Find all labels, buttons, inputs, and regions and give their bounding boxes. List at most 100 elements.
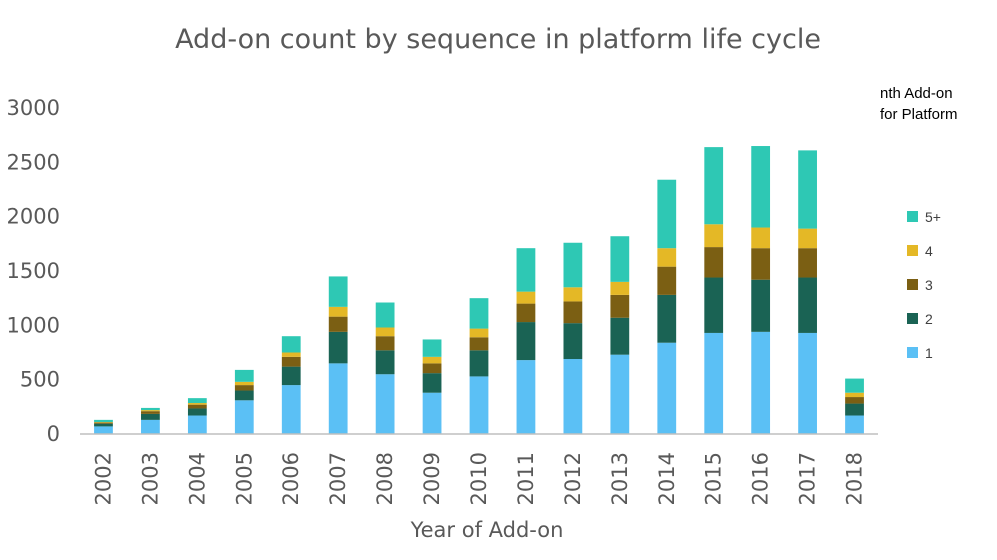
bar-segment-2004-series-1 bbox=[187, 415, 207, 434]
bar-segment-2009-series-4 bbox=[422, 356, 442, 364]
bar-segment-2017-series-5+ bbox=[798, 150, 817, 229]
x-tick-label: 2007 bbox=[326, 452, 350, 505]
bar-segment-2013-series-3 bbox=[610, 294, 630, 318]
bar-segment-2002-series-1 bbox=[94, 426, 113, 434]
bar-segment-2005-series-5+ bbox=[234, 369, 254, 382]
y-tick-label: 2000 bbox=[7, 205, 60, 229]
x-tick-label: 2011 bbox=[514, 452, 538, 505]
legend-label: 4 bbox=[925, 243, 933, 259]
x-tick-label: 2005 bbox=[232, 452, 256, 505]
bar-segment-2003-series-4 bbox=[141, 410, 160, 412]
bar-segment-2015-series-2 bbox=[704, 277, 724, 333]
x-tick-label: 2014 bbox=[655, 452, 679, 505]
bar-segment-2003-series-2 bbox=[141, 413, 160, 420]
bar-segment-2006-series-1 bbox=[281, 385, 301, 434]
legend-label: 2 bbox=[925, 311, 933, 327]
legend-swatch bbox=[907, 245, 918, 256]
bars bbox=[94, 146, 864, 434]
bar-segment-2004-series-4 bbox=[187, 403, 207, 405]
bar-segment-2007-series-2 bbox=[328, 331, 348, 364]
x-tick-label: 2016 bbox=[749, 452, 773, 505]
bar-segment-2006-series-3 bbox=[281, 356, 301, 367]
legend-swatch bbox=[907, 347, 918, 358]
bar-segment-2018-series-2 bbox=[845, 403, 864, 416]
bar-segment-2012-series-4 bbox=[563, 287, 583, 302]
y-tick-label: 2500 bbox=[7, 150, 60, 174]
bar-segment-2003-series-3 bbox=[141, 411, 160, 414]
bar-segment-2012-series-3 bbox=[563, 301, 583, 324]
bar-segment-2016-series-2 bbox=[751, 279, 771, 332]
bar-segment-2010-series-2 bbox=[469, 350, 489, 377]
x-tick-label: 2012 bbox=[561, 452, 585, 505]
bar-segment-2009-series-2 bbox=[422, 373, 442, 393]
x-tick-label: 2018 bbox=[843, 452, 867, 505]
bar-segment-2007-series-1 bbox=[328, 363, 348, 434]
bar-segment-2002-series-3 bbox=[94, 422, 113, 424]
legend: 5+ 4 3 2 1 bbox=[907, 209, 941, 361]
bar-segment-2009-series-3 bbox=[422, 363, 442, 374]
bar-segment-2016-series-5+ bbox=[751, 146, 771, 228]
legend-label: 1 bbox=[925, 345, 933, 361]
bar-segment-2018-series-4 bbox=[845, 392, 864, 398]
bar-segment-2007-series-3 bbox=[328, 316, 348, 332]
bar-segment-2017-series-1 bbox=[798, 332, 817, 434]
bar-segment-2006-series-2 bbox=[281, 366, 301, 386]
chart-title: Add-on count by sequence in platform lif… bbox=[175, 24, 821, 55]
bar-segment-2005-series-4 bbox=[234, 381, 254, 386]
x-tick-label: 2006 bbox=[279, 452, 303, 505]
bar-segment-2008-series-3 bbox=[375, 336, 395, 351]
bar-segment-2002-series-4 bbox=[94, 422, 113, 423]
bar-segment-2014-series-3 bbox=[657, 266, 677, 295]
bar-segment-2015-series-5+ bbox=[704, 147, 724, 225]
y-tick-label: 500 bbox=[20, 368, 60, 392]
bar-segment-2003-series-1 bbox=[141, 419, 160, 434]
bar-segment-2014-series-1 bbox=[657, 342, 677, 434]
bar-segment-2017-series-2 bbox=[798, 277, 817, 333]
bar-segment-2002-series-5+ bbox=[94, 419, 113, 423]
legend-swatch bbox=[907, 279, 918, 290]
bar-segment-2011-series-4 bbox=[516, 291, 536, 304]
bar-segment-2002-series-2 bbox=[94, 423, 113, 427]
x-axis-ticks: 2002 2003 2004 2005 2006 2007 2008 2009 2010 2011… bbox=[91, 452, 866, 505]
x-tick-label: 2004 bbox=[185, 452, 209, 505]
x-tick-label: 2017 bbox=[796, 452, 820, 505]
bar-segment-2004-series-3 bbox=[187, 404, 207, 409]
bar-segment-2007-series-5+ bbox=[328, 276, 348, 307]
bar-segment-2015-series-3 bbox=[704, 247, 724, 278]
y-axis-ticks: 0 500 1000 1500 2000 2500 3000 bbox=[7, 96, 60, 446]
x-tick-label: 2009 bbox=[420, 452, 444, 505]
y-tick-label: 0 bbox=[47, 422, 60, 446]
bar-segment-2005-series-1 bbox=[234, 400, 254, 434]
bar-segment-2016-series-4 bbox=[751, 227, 771, 249]
legend-label: 5+ bbox=[925, 209, 941, 225]
x-tick-label: 2013 bbox=[608, 452, 632, 505]
bar-segment-2016-series-3 bbox=[751, 248, 771, 280]
bar-segment-2014-series-5+ bbox=[657, 179, 677, 249]
bar-segment-2013-series-5+ bbox=[610, 236, 630, 282]
bar-segment-2014-series-2 bbox=[657, 294, 677, 343]
bar-segment-2017-series-4 bbox=[798, 228, 817, 249]
y-tick-label: 1500 bbox=[7, 259, 60, 283]
x-tick-label: 2008 bbox=[373, 452, 397, 505]
bar-segment-2011-series-3 bbox=[516, 303, 536, 323]
bar-segment-2005-series-2 bbox=[234, 390, 254, 401]
bar-segment-2013-series-2 bbox=[610, 317, 630, 355]
bar-segment-2008-series-1 bbox=[375, 374, 395, 434]
bar-segment-2006-series-5+ bbox=[281, 336, 301, 353]
bar-segment-2013-series-1 bbox=[610, 354, 630, 434]
bar-segment-2010-series-1 bbox=[469, 376, 489, 434]
bar-segment-2010-series-3 bbox=[469, 337, 489, 351]
x-tick-label: 2002 bbox=[91, 452, 115, 505]
bar-segment-2012-series-2 bbox=[563, 323, 583, 360]
bar-segment-2009-series-5+ bbox=[422, 339, 442, 357]
bar-segment-2015-series-4 bbox=[704, 224, 724, 248]
bar-segment-2010-series-5+ bbox=[469, 298, 489, 329]
bar-segment-2008-series-2 bbox=[375, 350, 395, 375]
legend-swatch bbox=[907, 211, 918, 222]
bar-segment-2008-series-4 bbox=[375, 327, 395, 337]
bar-segment-2008-series-5+ bbox=[375, 302, 395, 328]
y-tick-label: 1000 bbox=[7, 313, 60, 337]
bar-segment-2004-series-2 bbox=[187, 408, 207, 416]
x-tick-label: 2015 bbox=[702, 452, 726, 505]
bar-segment-2010-series-4 bbox=[469, 328, 489, 338]
